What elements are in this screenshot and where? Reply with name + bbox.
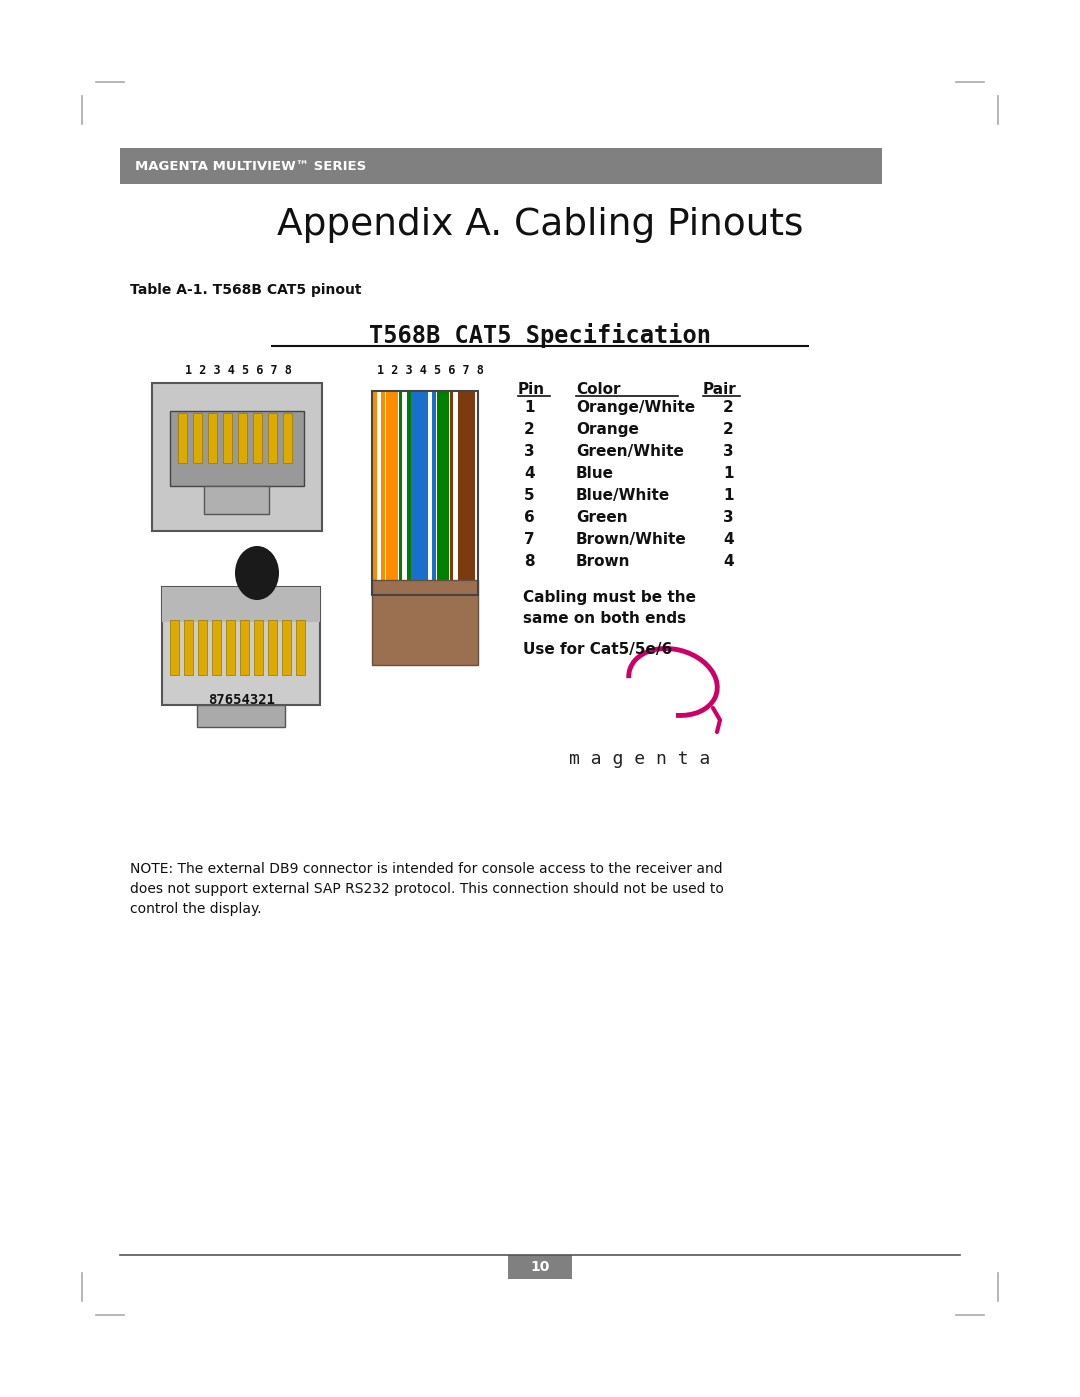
FancyBboxPatch shape xyxy=(170,411,303,486)
Text: Pin: Pin xyxy=(518,381,545,397)
FancyBboxPatch shape xyxy=(208,414,217,462)
FancyBboxPatch shape xyxy=(508,1255,572,1280)
FancyBboxPatch shape xyxy=(222,414,232,462)
Text: 4: 4 xyxy=(524,467,535,481)
Text: 6: 6 xyxy=(524,510,535,525)
Text: Table A-1. T568B CAT5 pinout: Table A-1. T568B CAT5 pinout xyxy=(130,284,362,298)
Text: 8: 8 xyxy=(524,555,535,569)
Text: 1 2 3 4 5 6 7 8: 1 2 3 4 5 6 7 8 xyxy=(185,363,292,377)
FancyBboxPatch shape xyxy=(268,414,276,462)
Text: Color: Color xyxy=(576,381,621,397)
Text: Blue: Blue xyxy=(576,467,615,481)
Text: Orange/White: Orange/White xyxy=(576,400,696,415)
Text: 3: 3 xyxy=(723,444,733,460)
FancyBboxPatch shape xyxy=(268,620,276,675)
FancyBboxPatch shape xyxy=(377,393,381,595)
FancyBboxPatch shape xyxy=(240,620,249,675)
FancyBboxPatch shape xyxy=(399,393,410,595)
Text: 2: 2 xyxy=(723,422,733,437)
Text: T568B CAT5 Specification: T568B CAT5 Specification xyxy=(369,323,711,348)
FancyBboxPatch shape xyxy=(462,393,474,595)
FancyBboxPatch shape xyxy=(253,414,262,462)
FancyBboxPatch shape xyxy=(184,620,193,675)
FancyBboxPatch shape xyxy=(120,148,882,184)
Text: 4: 4 xyxy=(723,555,733,569)
FancyBboxPatch shape xyxy=(424,393,436,595)
Text: Orange: Orange xyxy=(576,422,639,437)
FancyBboxPatch shape xyxy=(283,414,292,462)
Text: 1: 1 xyxy=(723,467,733,481)
Text: NOTE: The external DB9 connector is intended for console access to the receiver : NOTE: The external DB9 connector is inte… xyxy=(130,862,724,916)
FancyBboxPatch shape xyxy=(411,393,423,595)
Text: 3: 3 xyxy=(723,510,733,525)
FancyBboxPatch shape xyxy=(170,620,179,675)
FancyBboxPatch shape xyxy=(403,393,407,595)
Text: 2: 2 xyxy=(723,400,733,415)
FancyBboxPatch shape xyxy=(282,620,291,675)
FancyBboxPatch shape xyxy=(386,393,399,595)
Text: Use for Cat5/5e/6: Use for Cat5/5e/6 xyxy=(523,643,672,657)
FancyBboxPatch shape xyxy=(372,580,478,665)
FancyBboxPatch shape xyxy=(212,620,221,675)
FancyBboxPatch shape xyxy=(197,705,285,726)
Text: 2: 2 xyxy=(524,422,535,437)
Text: 5: 5 xyxy=(524,488,535,503)
FancyBboxPatch shape xyxy=(373,393,386,595)
FancyBboxPatch shape xyxy=(428,393,432,595)
Text: Green: Green xyxy=(576,510,627,525)
FancyBboxPatch shape xyxy=(152,383,322,531)
Text: 7: 7 xyxy=(524,532,535,548)
FancyBboxPatch shape xyxy=(162,587,320,622)
FancyBboxPatch shape xyxy=(238,414,247,462)
FancyBboxPatch shape xyxy=(436,393,449,595)
Text: Green/White: Green/White xyxy=(576,444,684,460)
FancyBboxPatch shape xyxy=(254,620,264,675)
FancyBboxPatch shape xyxy=(193,414,202,462)
Text: 1: 1 xyxy=(723,488,733,503)
Ellipse shape xyxy=(235,546,279,599)
FancyBboxPatch shape xyxy=(226,620,235,675)
Text: Brown/White: Brown/White xyxy=(576,532,687,548)
Text: MAGENTA MULTIVIEW™ SERIES: MAGENTA MULTIVIEW™ SERIES xyxy=(135,159,366,172)
FancyBboxPatch shape xyxy=(454,393,458,595)
Text: 4: 4 xyxy=(723,532,733,548)
Text: Appendix A. Cabling Pinouts: Appendix A. Cabling Pinouts xyxy=(276,207,804,243)
FancyBboxPatch shape xyxy=(296,620,305,675)
Text: m a g e n t a: m a g e n t a xyxy=(569,750,711,768)
Text: Blue/White: Blue/White xyxy=(576,488,671,503)
FancyBboxPatch shape xyxy=(198,620,207,675)
FancyBboxPatch shape xyxy=(449,393,462,595)
Text: 1 2 3 4 5 6 7 8: 1 2 3 4 5 6 7 8 xyxy=(377,363,484,377)
Text: Pair: Pair xyxy=(703,381,737,397)
FancyBboxPatch shape xyxy=(178,414,187,462)
Text: Cabling must be the
same on both ends: Cabling must be the same on both ends xyxy=(523,590,696,626)
FancyBboxPatch shape xyxy=(204,486,269,514)
FancyBboxPatch shape xyxy=(162,587,320,705)
Text: 1: 1 xyxy=(524,400,535,415)
Text: 87654321: 87654321 xyxy=(208,693,275,707)
Text: 10: 10 xyxy=(530,1260,550,1274)
Text: 3: 3 xyxy=(524,444,535,460)
Text: Brown: Brown xyxy=(576,555,631,569)
